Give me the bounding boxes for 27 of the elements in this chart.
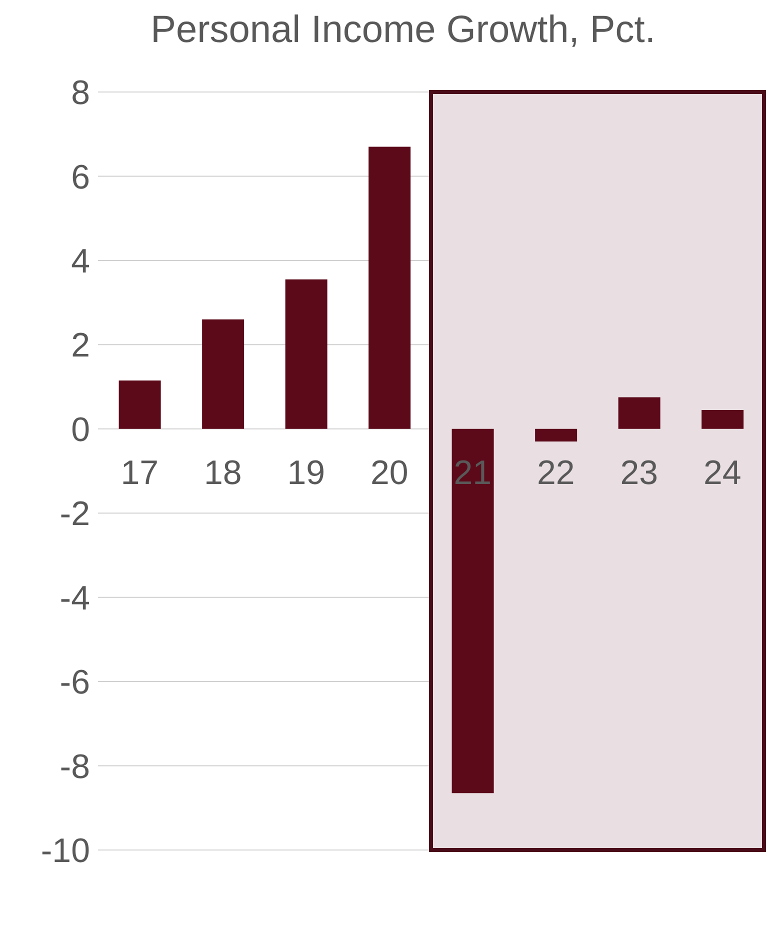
x-tick-label: 20 xyxy=(370,454,408,492)
chart-title: Personal Income Growth, Pct. xyxy=(150,8,656,52)
x-tick-label: 19 xyxy=(287,454,326,492)
x-tick-label: 21 xyxy=(454,454,492,492)
x-tick-label: 24 xyxy=(703,454,742,492)
x-tick-label: 22 xyxy=(536,454,575,492)
bar xyxy=(535,428,578,442)
y-tick-label: -8 xyxy=(60,748,90,786)
y-tick-label: -4 xyxy=(60,579,90,618)
y-tick-label: -10 xyxy=(40,832,90,870)
bar xyxy=(118,380,161,429)
y-tick-label: -2 xyxy=(60,495,90,534)
y-tick-label: 2 xyxy=(71,326,90,365)
bar xyxy=(452,428,494,794)
bar xyxy=(285,279,328,429)
bar xyxy=(202,319,244,429)
bar xyxy=(702,410,744,429)
bar xyxy=(368,146,411,429)
y-tick-label: 4 xyxy=(71,242,90,281)
y-tick-label: 8 xyxy=(71,74,90,112)
x-tick-label: 17 xyxy=(120,454,159,492)
y-tick-label: -6 xyxy=(60,664,90,702)
y-tick-label: 0 xyxy=(71,410,90,449)
x-tick-label: 18 xyxy=(204,454,242,492)
x-tick-label: 23 xyxy=(620,454,658,492)
bar xyxy=(618,397,660,429)
y-tick-label: 6 xyxy=(71,158,90,196)
